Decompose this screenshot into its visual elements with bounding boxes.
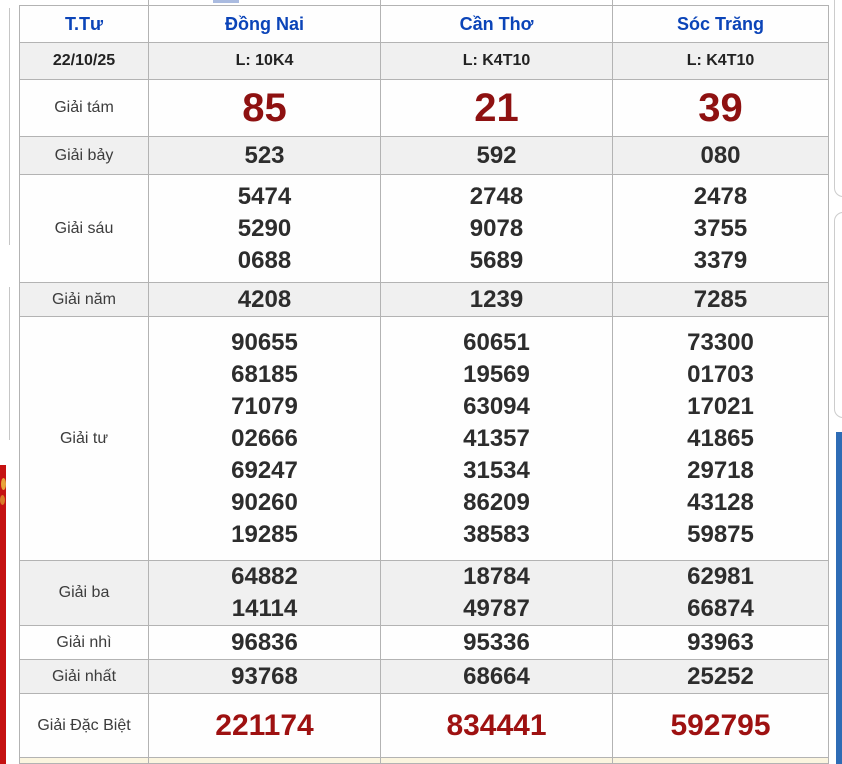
prize-numbers: 85	[148, 79, 381, 137]
ticket-code: L: 10K4	[148, 42, 381, 80]
prize-numbers: 93963	[612, 625, 829, 660]
prize-label: Giải sáu	[19, 174, 149, 283]
prize-label: Giải bảy	[19, 136, 149, 175]
prize-numbers: 68664	[380, 659, 613, 694]
prize-numbers: 080	[612, 136, 829, 175]
header-row: T.Tư Đồng Nai Cần Thơ Sóc Trăng	[19, 5, 829, 43]
grid-stub-fragment	[612, 0, 613, 5]
prize-row-third: Giải ba 64882 14114 18784 49787 62981 66…	[19, 560, 829, 626]
prize-numbers: 221174	[148, 693, 381, 758]
prize-label: Giải nhì	[19, 625, 149, 660]
prize-numbers: 96836	[148, 625, 381, 660]
prize-numbers: 7285	[612, 282, 829, 317]
column-header-dong-nai[interactable]: Đồng Nai	[148, 5, 381, 43]
prize-row-second: Giải nhì 96836 95336 93963	[19, 625, 829, 660]
left-panel-border	[9, 8, 10, 245]
prize-numbers: 60651 19569 63094 41357 31534 86209 3858…	[380, 316, 613, 561]
right-panel-border-middle	[834, 212, 842, 418]
prize-row-sixth: Giải sáu 5474 5290 0688 2748 9078 5689 2…	[19, 174, 829, 283]
ticket-code: L: K4T10	[612, 42, 829, 80]
prize-row-fourth: Giải tư 90655 68185 71079 02666 69247 90…	[19, 316, 829, 561]
right-panel-border-top	[834, 0, 842, 197]
prize-numbers: 21	[380, 79, 613, 137]
column-header-weekday[interactable]: T.Tư	[19, 5, 149, 43]
prize-label: Giải Đặc Biệt	[19, 693, 149, 758]
ticket-code: L: K4T10	[380, 42, 613, 80]
prize-numbers: 592795	[612, 693, 829, 758]
prize-row-special: Giải Đặc Biệt 221174 834441 592795	[19, 693, 829, 758]
prize-numbers: 62981 66874	[612, 560, 829, 626]
prize-numbers: 93768	[148, 659, 381, 694]
grid-stub-fragment	[380, 0, 381, 5]
cutoff-text-fragment	[213, 0, 239, 3]
prize-row-seventh: Giải bảy 523 592 080	[19, 136, 829, 175]
next-section-row-partial	[19, 757, 829, 764]
prize-numbers: 73300 01703 17021 41865 29718 43128 5987…	[612, 316, 829, 561]
prize-numbers: 95336	[380, 625, 613, 660]
prize-numbers: 523	[148, 136, 381, 175]
column-header-can-tho[interactable]: Cần Thơ	[380, 5, 613, 43]
prize-label: Giải năm	[19, 282, 149, 317]
prize-numbers: 2748 9078 5689	[380, 174, 613, 283]
prize-label: Giải tư	[19, 316, 149, 561]
prize-numbers: 592	[380, 136, 613, 175]
prize-numbers: 5474 5290 0688	[148, 174, 381, 283]
draw-date: 22/10/25	[19, 42, 149, 80]
prize-numbers: 834441	[380, 693, 613, 758]
banner-flame-graphic	[1, 478, 6, 490]
banner-flame-graphic	[0, 495, 5, 505]
right-blue-widget-sliver	[836, 432, 842, 764]
grid-stub-fragment	[148, 0, 149, 5]
prize-numbers: 2478 3755 3379	[612, 174, 829, 283]
left-ad-banner-sliver	[0, 465, 6, 764]
lottery-results-table: T.Tư Đồng Nai Cần Thơ Sóc Trăng 22/10/25…	[19, 5, 829, 764]
prize-row-first: Giải nhất 93768 68664 25252	[19, 659, 829, 694]
prize-numbers: 64882 14114	[148, 560, 381, 626]
empty-cell	[380, 757, 613, 764]
prize-numbers: 90655 68185 71079 02666 69247 90260 1928…	[148, 316, 381, 561]
prize-numbers: 4208	[148, 282, 381, 317]
prize-numbers: 1239	[380, 282, 613, 317]
prize-label: Giải ba	[19, 560, 149, 626]
prize-row-eighth: Giải tám 85 21 39	[19, 79, 829, 137]
empty-cell	[612, 757, 829, 764]
prize-numbers: 18784 49787	[380, 560, 613, 626]
prize-numbers: 25252	[612, 659, 829, 694]
empty-cell	[19, 757, 149, 764]
prize-label: Giải tám	[19, 79, 149, 137]
prize-label: Giải nhất	[19, 659, 149, 694]
empty-cell	[148, 757, 381, 764]
column-header-soc-trang[interactable]: Sóc Trăng	[612, 5, 829, 43]
prize-numbers: 39	[612, 79, 829, 137]
left-panel-border	[9, 287, 10, 440]
date-code-row: 22/10/25 L: 10K4 L: K4T10 L: K4T10	[19, 42, 829, 80]
prize-row-fifth: Giải năm 4208 1239 7285	[19, 282, 829, 317]
